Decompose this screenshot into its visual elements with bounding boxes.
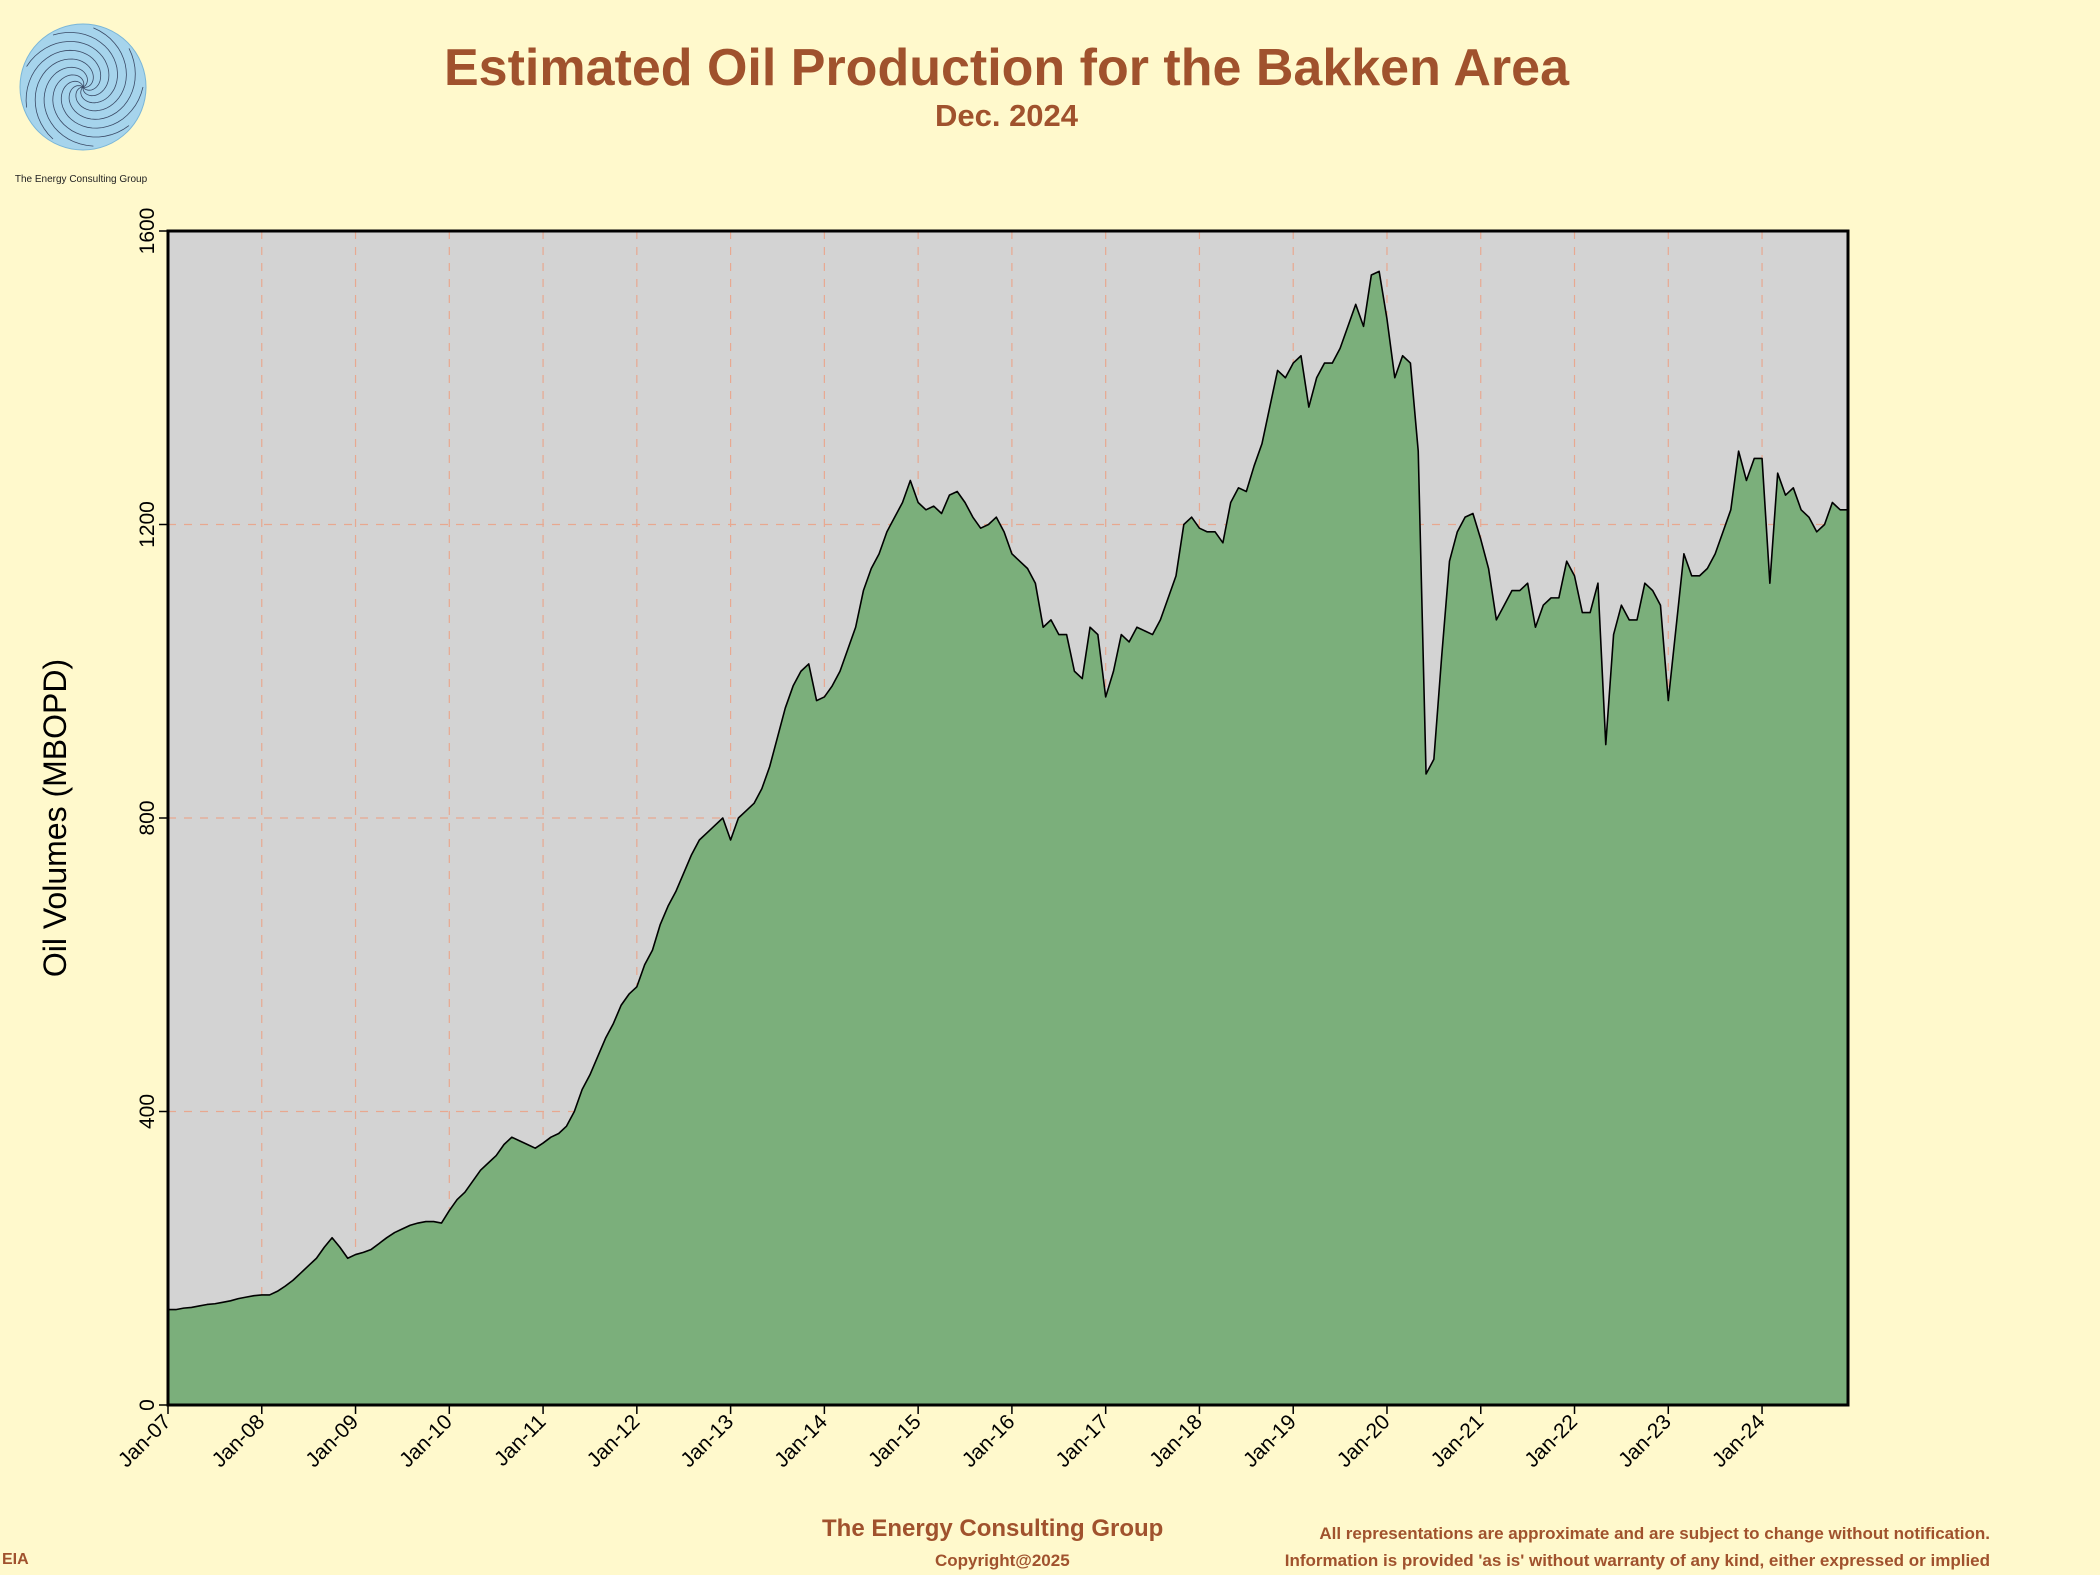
- x-tick-label: Jan-13: [676, 1410, 738, 1472]
- x-tick-label: Jan-16: [958, 1410, 1020, 1472]
- x-tick-label: Jan-23: [1614, 1410, 1676, 1472]
- x-tick-label: Jan-20: [1333, 1410, 1395, 1472]
- production-area: [168, 271, 1848, 1405]
- y-tick-label: 1200: [136, 501, 159, 548]
- x-tick-label: Jan-07: [114, 1410, 176, 1472]
- x-tick-label: Jan-19: [1239, 1410, 1301, 1472]
- x-tick-label: Jan-14: [770, 1410, 832, 1472]
- y-tick-label: 0: [136, 1399, 159, 1411]
- x-tick-label: Jan-17: [1052, 1410, 1114, 1472]
- x-tick-label: Jan-11: [490, 1410, 551, 1471]
- x-tick-label: Jan-24: [1708, 1410, 1770, 1472]
- y-tick-label: 800: [136, 800, 159, 835]
- y-tick-label: 400: [136, 1094, 159, 1129]
- chart-title: Estimated Oil Production for the Bakken …: [444, 39, 1569, 97]
- logo-caption: The Energy Consulting Group: [14, 174, 148, 185]
- x-tick-label: Jan-09: [301, 1410, 363, 1472]
- company-logo: [19, 23, 147, 151]
- x-tick-label: Jan-18: [1145, 1410, 1207, 1472]
- x-tick-label: Jan-08: [208, 1410, 270, 1472]
- x-tick-label: Jan-10: [395, 1410, 457, 1472]
- x-tick-label: Jan-15: [864, 1410, 926, 1472]
- footer-copyright: Copyright@2025: [935, 1551, 1070, 1570]
- x-tick-label: Jan-12: [583, 1410, 645, 1472]
- disclaimer-line-1: All representations are approximate and …: [1319, 1524, 1990, 1543]
- y-axis-label: Oil Volumes (MBOPD): [37, 659, 73, 977]
- x-tick-label: Jan-21: [1427, 1410, 1489, 1472]
- y-tick-label: 1600: [136, 208, 159, 255]
- disclaimer-line-2: Information is provided 'as is' without …: [1284, 1551, 1990, 1570]
- chart-subtitle: Dec. 2024: [934, 98, 1079, 133]
- footer-source: EIA: [2, 1551, 29, 1568]
- production-line: [168, 270, 1848, 1311]
- footer-brand: The Energy Consulting Group: [822, 1515, 1164, 1542]
- x-tick-label: Jan-22: [1520, 1410, 1582, 1472]
